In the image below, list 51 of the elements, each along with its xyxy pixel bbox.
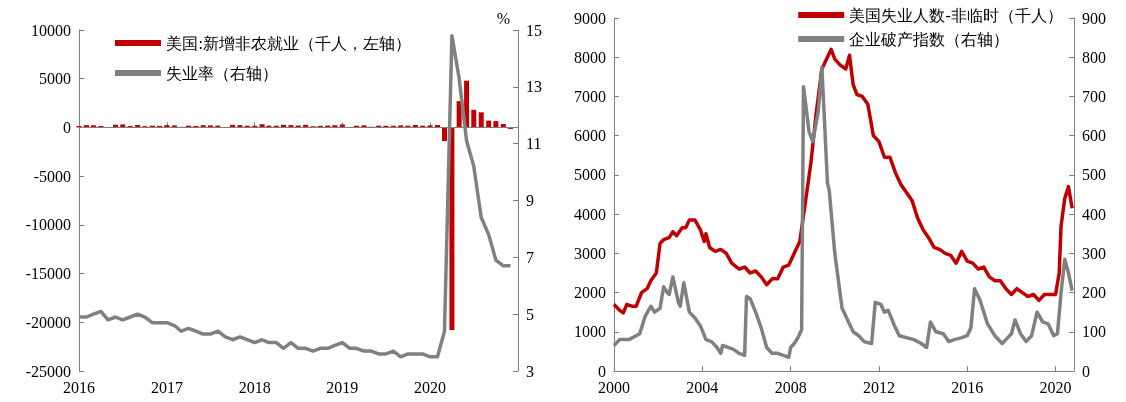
y2-tick-label: 0 — [1082, 362, 1090, 380]
y-tick-label: -15000 — [25, 265, 71, 283]
y-tick-label: 2000 — [574, 284, 606, 302]
y-tick-label: -5000 — [33, 167, 71, 185]
y-tick-label: 8000 — [574, 48, 606, 66]
y2-tick-label: 300 — [1082, 244, 1106, 262]
y2-tick-label: 9 — [526, 192, 534, 209]
y-tick-label: -10000 — [25, 216, 71, 234]
x-tick-label: 2017 — [150, 378, 183, 396]
y-tick-label: -25000 — [25, 362, 71, 380]
y2-tick-label: 15 — [526, 21, 542, 39]
y-tick-label: 5000 — [39, 70, 71, 88]
x-tick-label: 2000 — [598, 378, 630, 396]
x-tick-label: 2020 — [414, 378, 447, 396]
y2-axis-title: % — [496, 9, 510, 27]
legend-label: 美国失业人数-非临时（千人） — [849, 5, 1064, 25]
x-tick-label: 2018 — [238, 378, 271, 396]
x-tick-label: 2008 — [774, 378, 807, 396]
x-tick-label: 2012 — [862, 378, 895, 396]
y2-tick-label: 7 — [526, 248, 534, 266]
y2-tick-label: 700 — [1082, 87, 1106, 105]
x-tick-label: 2016 — [951, 378, 984, 396]
legend-label: 失业率（右轴） — [166, 63, 278, 83]
y-tick-label: 0 — [598, 362, 606, 380]
y-tick-label: 9000 — [574, 9, 606, 27]
y2-tick-label: 100 — [1082, 323, 1106, 341]
x-tick-label: 2016 — [63, 378, 95, 396]
y-tick-label: 1000 — [574, 323, 606, 341]
x-tick-label: 2019 — [326, 378, 359, 396]
y2-tick-label: 600 — [1082, 127, 1106, 145]
y-tick-label: 5000 — [574, 166, 606, 184]
y-tick-label: 7000 — [574, 87, 606, 105]
legend-label: 企业破产指数（右轴） — [849, 29, 1010, 49]
y-tick-label: 0 — [63, 118, 71, 136]
y2-tick-label: 400 — [1082, 205, 1106, 223]
y2-tick-label: 500 — [1082, 166, 1106, 184]
y2-tick-label: 13 — [526, 78, 542, 96]
y2-tick-label: 5 — [526, 305, 534, 323]
y2-tick-label: 3 — [526, 362, 534, 380]
y-tick-label: 4000 — [574, 205, 606, 223]
x-tick-label: 2020 — [1039, 378, 1072, 396]
y-tick-label: 3000 — [574, 244, 606, 262]
y2-tick-label: 900 — [1082, 9, 1106, 27]
y2-tick-label: 800 — [1082, 48, 1106, 66]
x-tick-label: 2004 — [686, 378, 719, 396]
y-tick-label: 6000 — [574, 127, 606, 145]
y-tick-label: 10000 — [31, 21, 71, 39]
y-tick-label: -20000 — [25, 313, 71, 331]
y2-tick-label: 11 — [526, 135, 542, 153]
legend-label: 美国:新增非农就业（千人，左轴） — [166, 33, 412, 53]
y2-tick-label: 200 — [1082, 284, 1106, 302]
